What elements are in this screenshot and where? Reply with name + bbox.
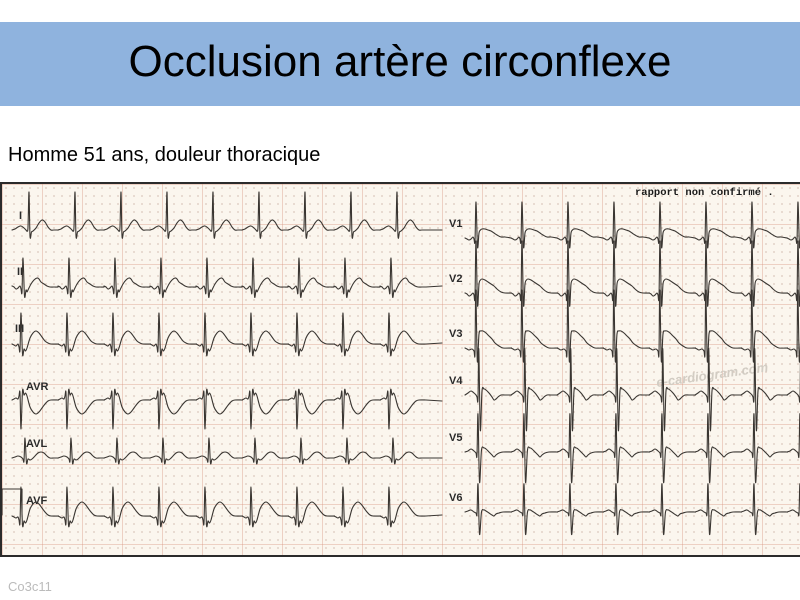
svg-text:rapport non confirmé .: rapport non confirmé . — [635, 187, 774, 199]
svg-text:AVR: AVR — [26, 381, 48, 393]
svg-text:AVF: AVF — [26, 495, 47, 507]
svg-text:V5: V5 — [449, 432, 462, 444]
svg-text:V6: V6 — [449, 492, 462, 504]
svg-text:e-cardiogram.com: e-cardiogram.com — [655, 359, 769, 390]
svg-text:III: III — [15, 323, 24, 335]
svg-text:V4: V4 — [449, 375, 463, 387]
svg-text:I: I — [19, 210, 22, 222]
svg-text:AVL: AVL — [26, 438, 47, 450]
svg-text:V2: V2 — [449, 273, 462, 285]
svg-text:V3: V3 — [449, 328, 462, 340]
svg-text:V1: V1 — [449, 218, 462, 230]
